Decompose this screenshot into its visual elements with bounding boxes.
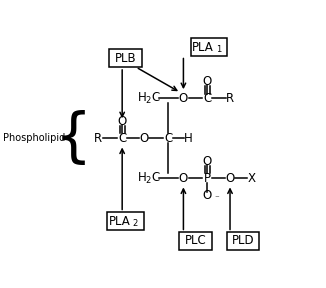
FancyBboxPatch shape [191,38,227,56]
Text: ⁻: ⁻ [214,194,219,203]
Text: O: O [202,155,212,168]
Text: 1: 1 [216,46,221,54]
Text: C: C [118,132,126,145]
FancyBboxPatch shape [227,232,259,250]
Text: C: C [203,92,211,105]
Text: O: O [118,115,127,128]
Text: O: O [225,172,235,185]
Text: O: O [179,92,188,105]
Text: PLD: PLD [232,234,254,247]
Text: X: X [247,172,256,185]
Text: PLA: PLA [109,215,130,228]
Text: O: O [202,75,212,88]
FancyBboxPatch shape [179,232,212,250]
Text: O: O [202,190,212,202]
Text: C: C [164,132,172,145]
Text: {: { [54,110,91,167]
Text: H$_2$C: H$_2$C [137,171,161,186]
FancyBboxPatch shape [109,50,142,67]
Text: H$_2$C: H$_2$C [137,91,161,106]
Text: R: R [94,132,102,145]
Text: O: O [140,132,149,145]
Text: H: H [184,132,193,145]
Text: R: R [226,92,234,105]
FancyBboxPatch shape [107,212,144,230]
Text: PLA: PLA [192,41,214,54]
Text: PLB: PLB [115,52,136,65]
Text: O: O [179,172,188,185]
Text: Phospholipid: Phospholipid [3,133,65,143]
Text: 2: 2 [132,219,138,228]
Text: P: P [204,172,211,185]
Text: PLC: PLC [185,234,206,247]
